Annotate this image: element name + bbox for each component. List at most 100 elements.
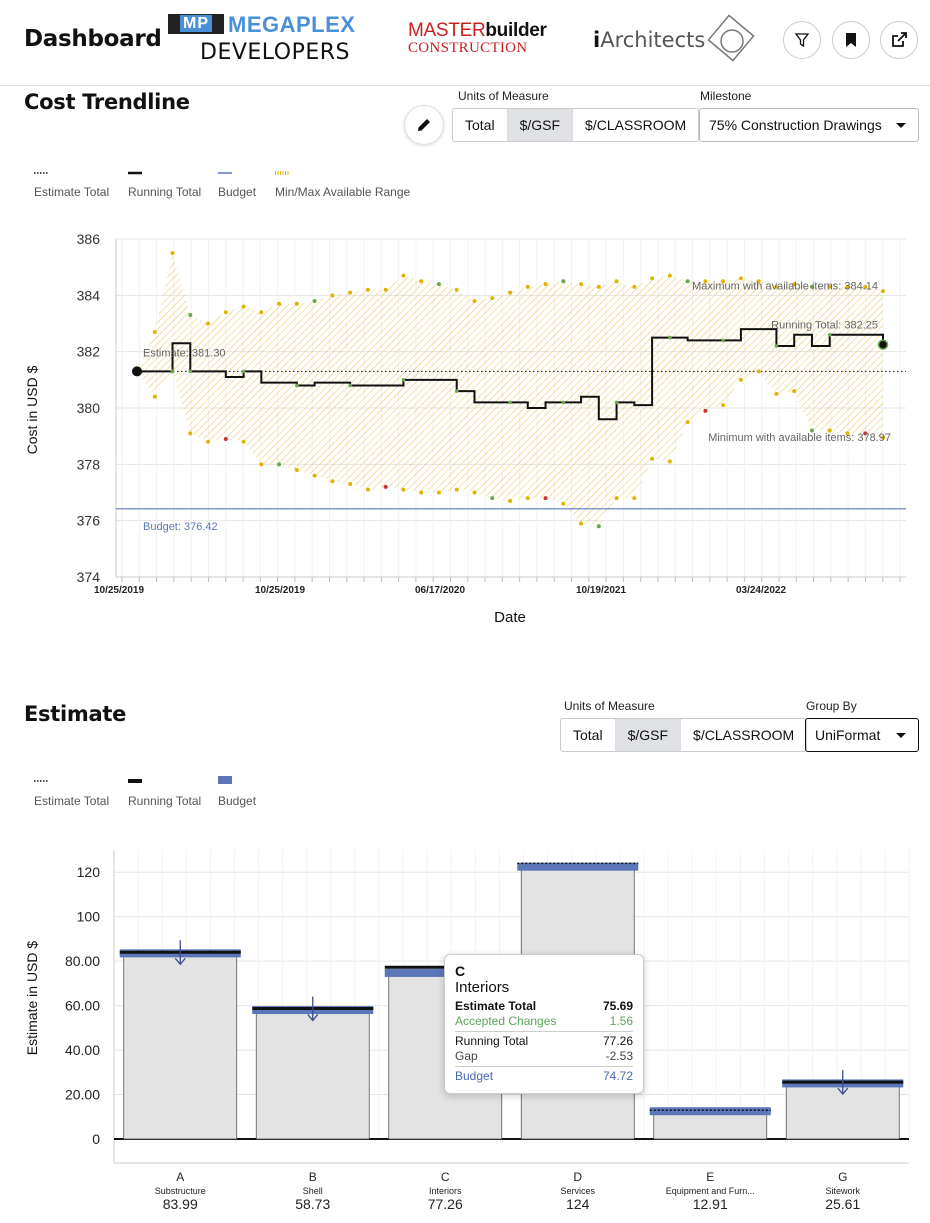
- min-range-point[interactable]: [721, 403, 726, 408]
- legend-min-max-range[interactable]: Min/Max Available Range: [275, 185, 411, 199]
- running-total-point[interactable]: [188, 369, 193, 374]
- max-range-point[interactable]: [596, 284, 601, 289]
- max-range-point[interactable]: [703, 279, 708, 284]
- max-range-point[interactable]: [170, 251, 175, 256]
- running-total-point[interactable]: [454, 389, 459, 393]
- max-range-point[interactable]: [543, 282, 548, 287]
- min-range-point[interactable]: [543, 496, 548, 501]
- running-total-point[interactable]: [774, 344, 779, 348]
- min-range-point[interactable]: [152, 394, 157, 399]
- max-range-point[interactable]: [525, 284, 530, 289]
- max-range-point[interactable]: [650, 276, 655, 281]
- milestone-select[interactable]: 75% Construction Drawings: [699, 108, 919, 142]
- min-range-point[interactable]: [596, 524, 601, 529]
- min-range-point[interactable]: [774, 391, 779, 396]
- max-range-point[interactable]: [490, 296, 495, 301]
- running-total-point[interactable]: [348, 383, 352, 388]
- max-range-point[interactable]: [312, 298, 317, 303]
- legend-budget[interactable]: Budget: [218, 794, 257, 808]
- min-range-point[interactable]: [241, 439, 246, 444]
- min-range-point[interactable]: [383, 484, 388, 489]
- units-total-option[interactable]: Total: [453, 109, 508, 141]
- legend-running-total[interactable]: Running Total: [128, 185, 202, 199]
- max-range-point[interactable]: [436, 282, 441, 287]
- max-range-point[interactable]: [632, 284, 637, 289]
- legend-budget[interactable]: Budget: [218, 185, 257, 199]
- max-range-point[interactable]: [241, 304, 246, 309]
- max-range-point[interactable]: [188, 313, 193, 318]
- min-range-point[interactable]: [561, 501, 566, 506]
- running-total-point[interactable]: [721, 338, 725, 343]
- min-range-point[interactable]: [756, 369, 761, 374]
- min-range-point[interactable]: [738, 377, 743, 382]
- estimate-units-gsf-option[interactable]: $/GSF: [615, 719, 682, 751]
- running-total-point[interactable]: [668, 335, 672, 340]
- max-range-point[interactable]: [667, 273, 672, 278]
- running-total-point[interactable]: [614, 400, 619, 405]
- estimate-start-point[interactable]: [132, 366, 142, 377]
- units-classroom-option[interactable]: $/CLASSROOM: [585, 117, 687, 133]
- estimate-units-total-option[interactable]: Total: [561, 719, 616, 751]
- max-range-point[interactable]: [294, 301, 299, 306]
- max-range-point[interactable]: [792, 282, 797, 287]
- min-range-point[interactable]: [472, 490, 477, 495]
- max-range-point[interactable]: [152, 329, 157, 334]
- max-range-point[interactable]: [454, 287, 459, 292]
- min-range-point[interactable]: [792, 389, 797, 394]
- min-range-point[interactable]: [508, 498, 512, 503]
- min-range-point[interactable]: [703, 408, 708, 413]
- min-range-point[interactable]: [365, 487, 370, 492]
- max-range-point[interactable]: [863, 284, 868, 289]
- max-range-point[interactable]: [348, 290, 353, 295]
- min-range-point[interactable]: [579, 521, 584, 526]
- max-range-point[interactable]: [277, 301, 282, 306]
- bar-a[interactable]: [123, 951, 238, 1140]
- min-range-point[interactable]: [294, 467, 299, 472]
- filter-button[interactable]: [783, 21, 821, 59]
- estimate-units-classroom-option[interactable]: $/CLASSROOM: [693, 727, 795, 743]
- legend-running-total[interactable]: Running Total: [128, 794, 202, 808]
- max-range-point[interactable]: [365, 287, 370, 292]
- min-range-point[interactable]: [170, 369, 175, 374]
- min-range-point[interactable]: [614, 496, 619, 501]
- min-range-point[interactable]: [312, 473, 317, 478]
- max-range-point[interactable]: [206, 321, 211, 326]
- min-range-point[interactable]: [401, 487, 406, 492]
- min-range-point[interactable]: [454, 487, 459, 492]
- bar-b[interactable]: [255, 1008, 370, 1140]
- min-range-point[interactable]: [809, 428, 814, 433]
- legend-estimate-total[interactable]: Estimate Total: [34, 794, 110, 808]
- max-range-point[interactable]: [419, 279, 424, 284]
- max-range-point[interactable]: [614, 279, 619, 284]
- min-range-point[interactable]: [685, 420, 690, 425]
- running-total-point[interactable]: [827, 332, 832, 337]
- min-range-point[interactable]: [188, 431, 193, 436]
- running-total-point[interactable]: [295, 383, 299, 388]
- min-range-point[interactable]: [490, 496, 495, 501]
- min-range-point[interactable]: [650, 456, 655, 461]
- max-range-point[interactable]: [845, 284, 850, 289]
- max-range-point[interactable]: [721, 279, 726, 284]
- running-total-point[interactable]: [401, 378, 406, 382]
- max-range-point[interactable]: [330, 293, 335, 298]
- running-total-point[interactable]: [508, 400, 512, 405]
- min-range-point[interactable]: [330, 479, 335, 484]
- max-range-point[interactable]: [809, 284, 814, 289]
- bookmark-button[interactable]: [832, 21, 870, 59]
- max-range-point[interactable]: [774, 284, 779, 289]
- min-range-point[interactable]: [525, 496, 530, 501]
- max-range-point[interactable]: [472, 298, 477, 303]
- min-range-point[interactable]: [419, 490, 424, 495]
- edit-button[interactable]: [404, 105, 444, 145]
- max-range-point[interactable]: [685, 279, 690, 284]
- max-range-point[interactable]: [756, 279, 761, 284]
- max-range-point[interactable]: [738, 276, 743, 281]
- max-range-point[interactable]: [223, 310, 228, 315]
- min-range-point[interactable]: [206, 439, 211, 444]
- min-range-point[interactable]: [348, 482, 353, 487]
- max-range-point[interactable]: [401, 273, 406, 278]
- units-gsf-option[interactable]: $/GSF: [507, 109, 574, 141]
- max-range-point[interactable]: [508, 290, 512, 295]
- max-range-point[interactable]: [259, 310, 264, 315]
- min-range-point[interactable]: [223, 436, 228, 441]
